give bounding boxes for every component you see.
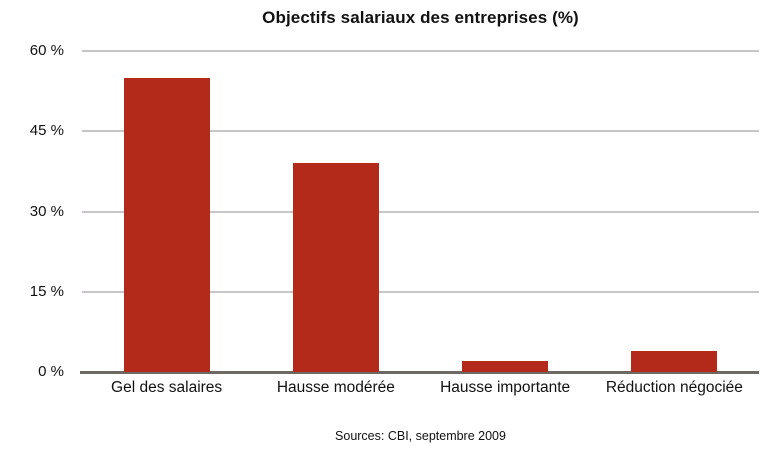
gridline-30 <box>82 210 759 213</box>
y-tick-label: 45 % <box>29 122 64 140</box>
bar-4 <box>631 350 718 372</box>
x-axis-line <box>80 371 759 374</box>
y-tick-label: 0 % <box>38 363 64 380</box>
x-category-label: Gel des salaires <box>111 379 223 396</box>
gridline-60 <box>82 50 759 52</box>
bar-3 <box>462 361 549 372</box>
x-category-label: Hausse modérée <box>276 379 395 396</box>
y-tick-label: 30 % <box>29 202 64 220</box>
y-tick-label: 60 % <box>29 42 64 59</box>
bar-2 <box>292 163 379 372</box>
bar-1 <box>123 77 210 372</box>
source-caption: Sources: CBI, septembre 2009 <box>335 429 506 443</box>
y-tick-label: 15 % <box>29 282 64 300</box>
chart-title: Objectifs salariaux des entreprises (%) <box>262 8 579 27</box>
gridline-45 <box>82 130 759 133</box>
x-category-label: Réduction négociée <box>605 379 743 396</box>
gridline-15 <box>82 290 759 293</box>
x-category-label: Hausse importante <box>440 379 571 396</box>
plot-area <box>80 50 759 374</box>
